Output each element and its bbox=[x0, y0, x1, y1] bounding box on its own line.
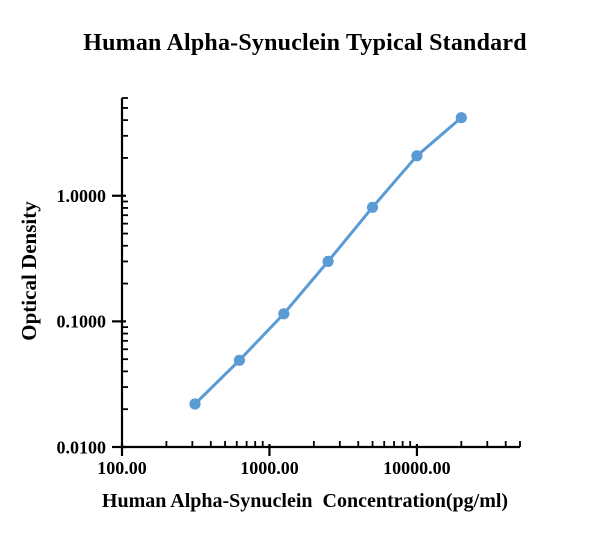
data-point-marker bbox=[233, 354, 245, 366]
data-point-marker bbox=[189, 398, 201, 410]
chart-title: Human Alpha-Synuclein Typical Standard bbox=[83, 30, 527, 56]
data-point-marker bbox=[322, 255, 334, 267]
data-point-marker bbox=[455, 112, 467, 124]
x-tick-label: 100.00 bbox=[97, 458, 147, 478]
x-axis-label: Human Alpha-Synuclein Concentration(pg/m… bbox=[101, 490, 509, 512]
x-tick-label: 1000.00 bbox=[240, 458, 299, 478]
y-tick-label: 1.0000 bbox=[57, 186, 107, 206]
data-point-marker bbox=[278, 308, 290, 320]
data-point-marker bbox=[366, 201, 379, 213]
y-axis-label: Optical Density bbox=[17, 201, 41, 341]
y-tick-label: 0.1000 bbox=[57, 312, 107, 332]
y-tick-label: 0.0100 bbox=[57, 437, 107, 457]
data-point-marker bbox=[411, 150, 423, 162]
x-tick-label: 10000.00 bbox=[383, 458, 451, 478]
